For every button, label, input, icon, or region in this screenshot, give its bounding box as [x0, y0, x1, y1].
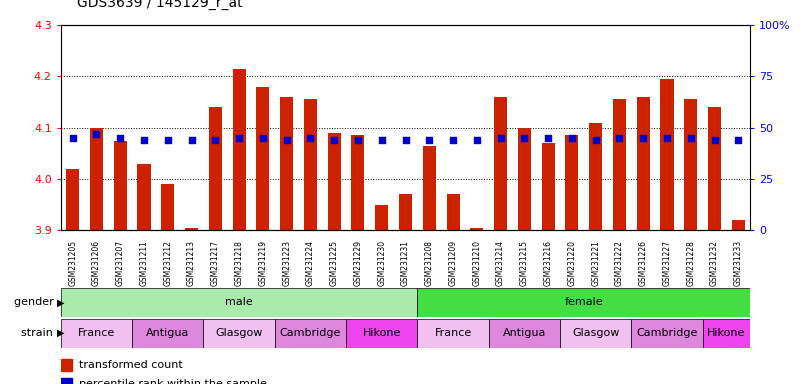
Point: [256, 135, 269, 141]
Bar: [613, 99, 626, 230]
Point: [542, 135, 555, 141]
Bar: [132, 319, 204, 348]
Text: France: France: [78, 328, 115, 338]
Point: [637, 135, 650, 141]
Point: [494, 135, 507, 141]
Text: percentile rank within the sample: percentile rank within the sample: [79, 379, 267, 384]
Bar: [708, 107, 721, 230]
Text: Hikone: Hikone: [707, 328, 745, 338]
Point: [375, 137, 388, 143]
Point: [447, 137, 460, 143]
Bar: [565, 136, 578, 230]
Bar: [185, 228, 198, 230]
Point: [67, 135, 79, 141]
Text: Cambridge: Cambridge: [637, 328, 697, 338]
Point: [708, 137, 721, 143]
Bar: [90, 128, 103, 230]
Bar: [346, 319, 418, 348]
Bar: [375, 205, 388, 230]
Point: [351, 137, 364, 143]
Point: [518, 135, 531, 141]
Bar: [494, 97, 507, 230]
Bar: [589, 122, 603, 230]
Bar: [702, 319, 750, 348]
Text: Glasgow: Glasgow: [572, 328, 620, 338]
Bar: [470, 228, 483, 230]
Bar: [256, 87, 269, 230]
Text: gender: gender: [14, 297, 57, 308]
Bar: [447, 194, 460, 230]
Text: ▶: ▶: [57, 297, 64, 308]
Point: [138, 137, 151, 143]
Text: female: female: [564, 297, 603, 308]
Bar: [204, 319, 275, 348]
Text: ▶: ▶: [57, 328, 64, 338]
Point: [304, 135, 317, 141]
Point: [328, 137, 341, 143]
Bar: [542, 143, 555, 230]
Point: [470, 137, 483, 143]
Point: [114, 135, 127, 141]
Bar: [399, 194, 412, 230]
Bar: [208, 107, 222, 230]
Bar: [418, 288, 750, 317]
Point: [613, 135, 626, 141]
Point: [209, 137, 222, 143]
Bar: [280, 97, 294, 230]
Bar: [61, 359, 72, 371]
Point: [399, 137, 412, 143]
Bar: [631, 319, 702, 348]
Bar: [418, 319, 489, 348]
Bar: [61, 319, 132, 348]
Text: strain: strain: [21, 328, 57, 338]
Point: [732, 137, 744, 143]
Point: [565, 135, 578, 141]
Text: Antigua: Antigua: [503, 328, 546, 338]
Point: [233, 135, 246, 141]
Bar: [114, 141, 127, 230]
Text: Glasgow: Glasgow: [216, 328, 263, 338]
Bar: [560, 319, 631, 348]
Text: male: male: [225, 297, 253, 308]
Text: transformed count: transformed count: [79, 360, 182, 370]
Bar: [732, 220, 744, 230]
Bar: [489, 319, 560, 348]
Text: France: France: [435, 328, 472, 338]
Text: Hikone: Hikone: [363, 328, 401, 338]
Text: Cambridge: Cambridge: [280, 328, 341, 338]
Point: [185, 137, 198, 143]
Bar: [275, 319, 346, 348]
Bar: [233, 69, 246, 230]
Bar: [328, 133, 341, 230]
Point: [684, 135, 697, 141]
Bar: [684, 99, 697, 230]
Text: GDS3639 / 145129_r_at: GDS3639 / 145129_r_at: [77, 0, 242, 10]
Bar: [660, 79, 673, 230]
Bar: [351, 136, 364, 230]
Bar: [161, 184, 174, 230]
Point: [423, 137, 436, 143]
Point: [589, 137, 602, 143]
Point: [660, 135, 673, 141]
Bar: [423, 146, 436, 230]
Point: [280, 137, 293, 143]
Bar: [61, 288, 418, 317]
Bar: [517, 128, 531, 230]
Bar: [304, 99, 317, 230]
Bar: [61, 378, 72, 384]
Bar: [637, 97, 650, 230]
Text: Antigua: Antigua: [146, 328, 190, 338]
Point: [161, 137, 174, 143]
Bar: [67, 169, 79, 230]
Point: [90, 131, 103, 137]
Bar: [138, 164, 151, 230]
